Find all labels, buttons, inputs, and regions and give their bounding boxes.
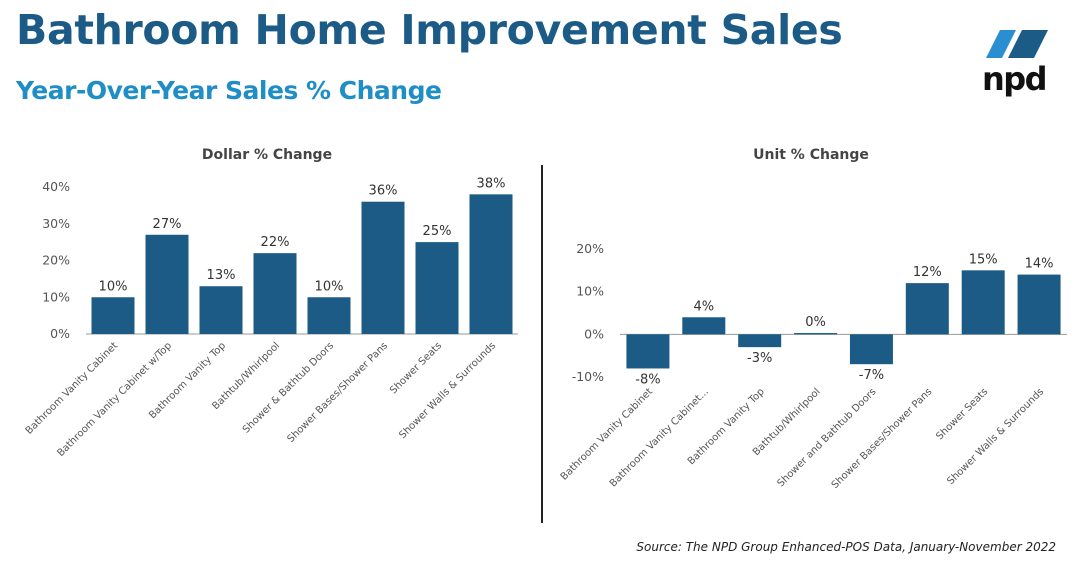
data-label: 27% [153, 217, 182, 232]
chart-title: Unit % Change [753, 147, 869, 163]
bar [145, 234, 189, 334]
category-label: Shower Seats [388, 340, 444, 396]
category-label: Shower Bases/Shower Pans [830, 386, 935, 491]
bar [961, 270, 1005, 335]
npd-logo: npd [972, 24, 1056, 104]
unit-change-chart: Unit % Change -10% 0% 10% 20% -8%Bathroom Van… [559, 147, 1067, 491]
data-label: 25% [423, 224, 452, 239]
bar [415, 242, 459, 334]
data-label: -7% [859, 368, 884, 383]
y-tick-label: 20% [42, 253, 70, 268]
category-label: Shower Walls & Surrounds [945, 386, 1046, 487]
page-title: Bathroom Home Improvement Sales [16, 6, 843, 54]
bar [361, 201, 405, 334]
data-label: 38% [477, 176, 506, 191]
npd-logo-mark [986, 30, 1048, 58]
bar [1017, 274, 1061, 335]
category-label: Bathroom Vanity Cabinet [24, 340, 120, 436]
chart-divider [541, 165, 543, 523]
data-label: 13% [207, 268, 236, 283]
source-note: Source: The NPD Group Enhanced-POS Data,… [636, 540, 1056, 554]
bar [91, 297, 135, 334]
data-label: 12% [913, 265, 942, 280]
bar [682, 317, 726, 335]
bar [905, 283, 949, 335]
y-tick-label: 0% [584, 326, 604, 341]
category-label: Shower and Bathtub Doors [776, 386, 879, 489]
data-label: 14% [1025, 257, 1054, 272]
bar [253, 253, 297, 334]
data-label: 15% [969, 252, 998, 267]
bar [626, 334, 670, 369]
y-tick-label: 30% [42, 216, 70, 231]
y-tick-label: 40% [42, 179, 70, 194]
bar [469, 194, 513, 334]
y-tick-label: 0% [50, 326, 70, 341]
dollar-change-chart: Dollar % Change 0% 10% 20% 30% 40% 10% Bathroom… [24, 147, 518, 459]
logo-wordmark: npd [981, 60, 1048, 98]
category-label: Bathroom Vanity Cabinet... [608, 386, 711, 489]
data-label: 4% [694, 299, 715, 314]
y-tick-label: 10% [576, 284, 604, 299]
category-label: Shower Seats [934, 386, 990, 442]
bar [307, 297, 351, 334]
bar [794, 333, 838, 335]
data-label: 10% [99, 279, 128, 294]
bar [199, 286, 243, 334]
data-label: -8% [635, 372, 660, 387]
chart-title: Dollar % Change [202, 147, 332, 163]
bar [738, 334, 782, 348]
category-label: Bathroom Vanity Cabinet [559, 386, 655, 482]
y-tick-label: 10% [42, 289, 70, 304]
category-label: Shower Walls & Surrounds [397, 340, 498, 441]
category-label: Bathroom Vanity Cabinet w/Top [55, 340, 174, 459]
category-label: Shower Bases/Shower Pans [285, 340, 390, 445]
data-label: 36% [369, 184, 398, 199]
data-label: 10% [315, 279, 344, 294]
y-tick-label: -10% [572, 369, 604, 384]
data-label: 0% [805, 315, 826, 330]
bar [849, 334, 893, 365]
data-label: 22% [261, 235, 290, 250]
y-tick-label: 20% [576, 241, 604, 256]
page-subtitle: Year-Over-Year Sales % Change [16, 76, 442, 105]
category-label: Shower & Bathtub Doors [241, 340, 336, 435]
data-label: -3% [747, 351, 772, 366]
